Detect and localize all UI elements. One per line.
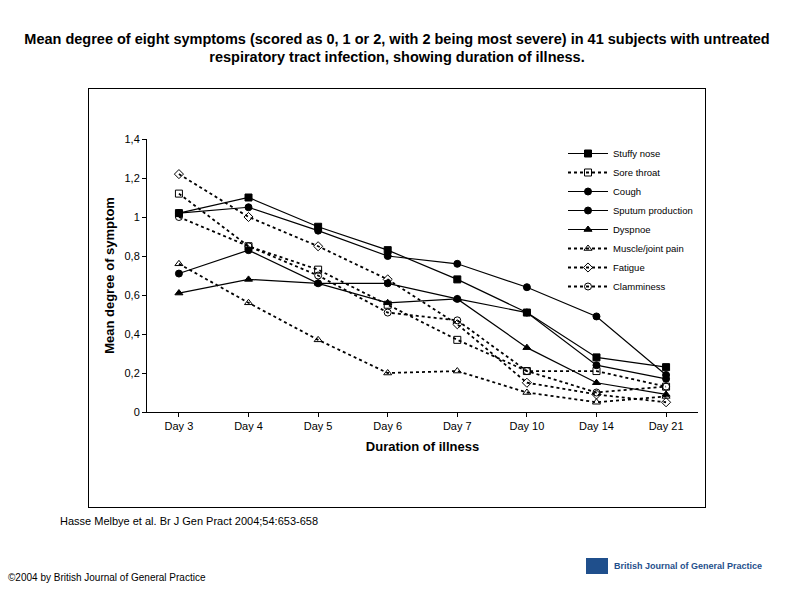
svg-text:Day 10: Day 10 xyxy=(509,420,544,432)
svg-text:Cough: Cough xyxy=(613,186,641,197)
svg-text:Fatigue: Fatigue xyxy=(613,262,645,273)
svg-text:Day 4: Day 4 xyxy=(234,420,263,432)
svg-text:0,4: 0,4 xyxy=(125,328,140,340)
svg-text:1,4: 1,4 xyxy=(125,133,140,145)
svg-text:Day 21: Day 21 xyxy=(649,420,684,432)
html-text:British Journal of General Pra: British Journal of General Practice xyxy=(614,561,763,571)
svg-text:Sore throat: Sore throat xyxy=(613,167,660,178)
svg-text:Day 5: Day 5 xyxy=(304,420,333,432)
svg-text:Clamminess: Clamminess xyxy=(613,281,666,292)
svg-text:Muscle/joint pain: Muscle/joint pain xyxy=(613,243,684,254)
html-text:Mean degree of eight symptoms: Mean degree of eight symptoms (scored as… xyxy=(24,31,770,65)
svg-text:0,2: 0,2 xyxy=(125,367,140,379)
svg-text:Day 6: Day 6 xyxy=(373,420,402,432)
svg-text:1: 1 xyxy=(134,211,140,223)
svg-text:1,2: 1,2 xyxy=(125,172,140,184)
html-text:©2004 by British Journal of Ge: ©2004 by British Journal of General Prac… xyxy=(8,572,206,583)
svg-text:Day 7: Day 7 xyxy=(443,420,472,432)
svg-text:Stuffy nose: Stuffy nose xyxy=(613,148,660,159)
svg-text:Dyspnoe: Dyspnoe xyxy=(613,224,651,235)
svg-text:0,6: 0,6 xyxy=(125,289,140,301)
svg-text:Duration of illness: Duration of illness xyxy=(366,439,479,454)
svg-text:Sputum production: Sputum production xyxy=(613,205,693,216)
svg-text:Day 14: Day 14 xyxy=(579,420,614,432)
svg-text:Day 3: Day 3 xyxy=(165,420,194,432)
svg-text:0: 0 xyxy=(134,406,140,418)
html-text:Hasse Melbye et al. Br J Gen P: Hasse Melbye et al. Br J Gen Pract 2004;… xyxy=(60,515,318,527)
svg-text:Mean degree of symptom: Mean degree of symptom xyxy=(102,197,117,354)
svg-text:0,8: 0,8 xyxy=(125,250,140,262)
